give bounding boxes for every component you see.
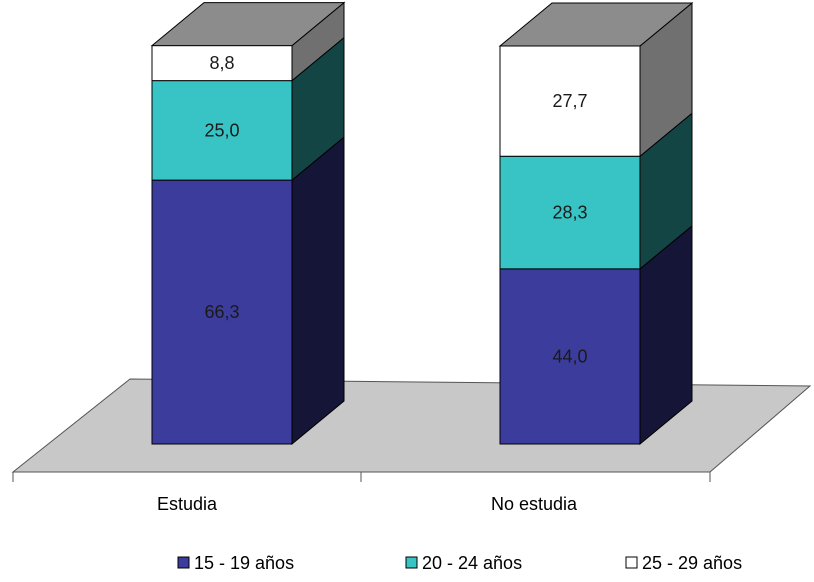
bar-front-face (151, 80, 293, 181)
data-label: 66,3 (204, 302, 239, 322)
bar-front-face (151, 45, 293, 82)
legend-swatch (177, 556, 190, 569)
bar-side-face (291, 136, 345, 446)
legend-item: 25 - 29 años (625, 553, 742, 573)
bar-segment: 25,0 (151, 36, 345, 182)
x-axis: Estudia No estudia (12, 471, 711, 514)
bar-segment: 66,3 (151, 136, 345, 446)
bar-front-face (151, 179, 293, 445)
bars-layer: 66,3 25,0 8,8 44,0 28,3 27,7 (150, 1, 694, 446)
legend-item: 15 - 19 años (177, 553, 294, 573)
legend-label: 25 - 29 años (642, 553, 742, 573)
data-label: 28,3 (552, 203, 587, 223)
data-label: 25,0 (204, 120, 239, 140)
bar-segment: 44,0 (499, 224, 693, 446)
legend-label: 15 - 19 años (194, 553, 294, 573)
data-label: 44,0 (552, 346, 587, 366)
legend: 15 - 19 años 20 - 24 años 25 - 29 años (177, 553, 742, 573)
data-label: 27,7 (552, 91, 587, 111)
bar-top-face (150, 2, 346, 47)
data-label: 8,8 (209, 53, 234, 73)
bar-top-face (498, 2, 694, 47)
legend-swatch (405, 556, 418, 569)
x-tick-label: Estudia (157, 494, 218, 514)
bar-front-face (499, 268, 641, 445)
x-tick-label: No estudia (491, 494, 578, 514)
bar-front-face (499, 45, 641, 157)
legend-swatch (625, 556, 638, 569)
bar-segment: 8,8 (150, 1, 346, 82)
legend-label: 20 - 24 años (422, 553, 522, 573)
bar-segment: 27,7 (498, 1, 694, 158)
legend-item: 20 - 24 años (405, 553, 522, 573)
